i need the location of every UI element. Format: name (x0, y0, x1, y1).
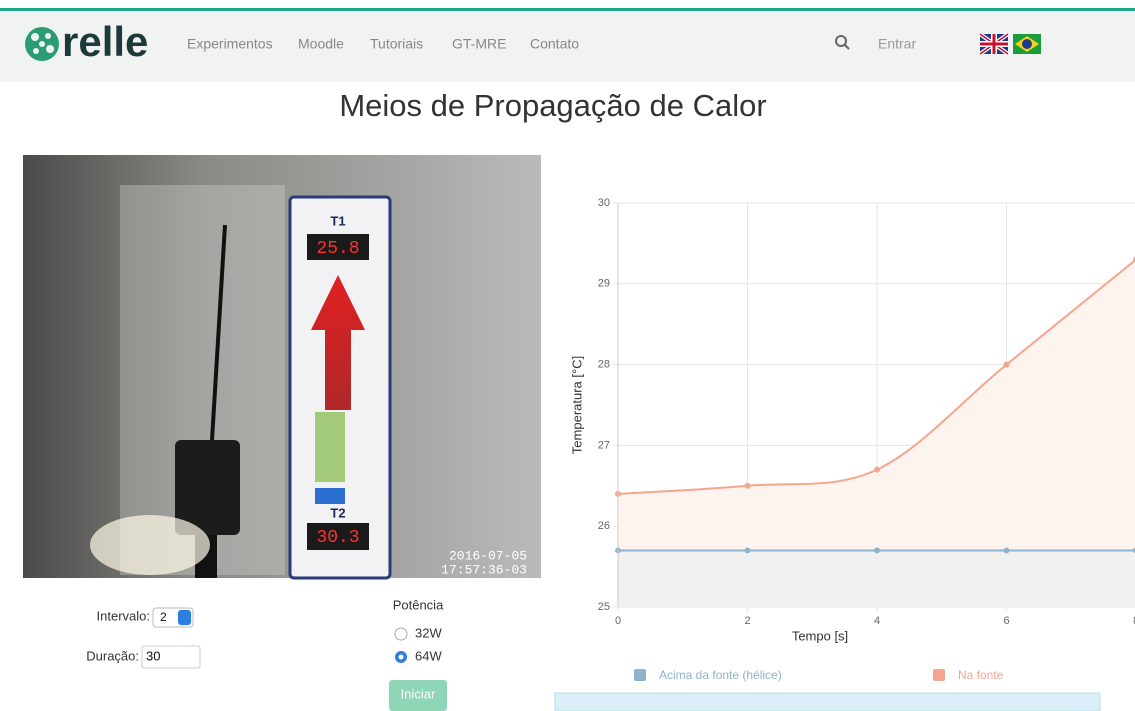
nav-link[interactable]: GT-MRE (452, 36, 506, 52)
flag-br[interactable] (1013, 34, 1041, 54)
camera-timestamp: 2016-07-05 (449, 548, 527, 563)
nav-link[interactable]: Tutoriais (370, 36, 423, 52)
camera-feed (23, 155, 541, 578)
plot (613, 203, 1135, 612)
y-tick-label: 26 (598, 520, 610, 532)
x-tick-label: 4 (874, 615, 880, 627)
camera-label: T1 (330, 213, 345, 228)
x-axis-label: Tempo [s] (792, 628, 848, 643)
radio[interactable] (395, 628, 407, 640)
body: relle Experimentos Moodle Tutoriais GT-M… (0, 0, 1135, 711)
legend-item[interactable]: Acima da fonte (hélice) (634, 668, 782, 682)
radio-label[interactable]: 64W (415, 648, 442, 663)
x-tick-label: 0 (615, 615, 621, 627)
top-border (0, 8, 1135, 11)
duration-label: Duração: (86, 648, 139, 663)
y-tick-label: 30 (598, 197, 610, 209)
legend-swatch (634, 669, 646, 681)
camera-reading: 25.8 (316, 239, 359, 259)
legend-label: Acima da fonte (hélice) (659, 668, 782, 682)
data-point (1004, 362, 1010, 368)
data-point (874, 467, 880, 473)
start-button-label[interactable]: Iniciar (401, 686, 436, 701)
y-tick-label: 28 (598, 359, 610, 371)
y-tick-label: 27 (598, 439, 610, 451)
x-tick-label: 2 (744, 615, 750, 627)
nav-link[interactable]: Experimentos (187, 36, 273, 52)
logo-icon[interactable] (25, 27, 59, 61)
nav-link[interactable]: Moodle (298, 36, 344, 52)
data-point (745, 547, 751, 553)
radio-dot (399, 655, 404, 660)
power-label: Potência (393, 597, 444, 612)
data-point (745, 483, 751, 489)
series-area (618, 550, 1135, 607)
legend-label: Na fonte (958, 668, 1004, 682)
page: relle {"navbar": {"brand": "relle", "lin… (0, 0, 1135, 711)
y-tick-label: 25 (598, 601, 610, 613)
data-point (1004, 547, 1010, 553)
brand[interactable]: relle (62, 18, 148, 65)
nav-link[interactable]: Contato (530, 36, 579, 52)
legend-item[interactable]: Na fonte (933, 668, 1004, 682)
camera-reading: 30.3 (316, 528, 359, 548)
interval-value[interactable]: 2 (160, 610, 167, 624)
duration-value[interactable]: 30 (146, 648, 160, 663)
legend-swatch (933, 669, 945, 681)
camera-label: T2 (330, 505, 345, 520)
interval-label: Intervalo: (97, 608, 150, 623)
y-tick-label: 29 (598, 278, 610, 290)
camera-timestamp: 17:57:36-03 (441, 562, 527, 577)
login-link[interactable]: Entrar (878, 36, 916, 52)
data-point (874, 547, 880, 553)
x-tick-label: 6 (1003, 615, 1009, 627)
info-box (555, 693, 1100, 711)
radio-label[interactable]: 32W (415, 625, 442, 640)
screen: relle Experimentos Moodle Tutoriais GT-M… (0, 0, 1135, 711)
y-axis-label: Temperatura [°C] (569, 356, 584, 454)
chart: 25262728293002468Tempo [s]Temperatura [°… (569, 197, 1135, 682)
page-title: Meios de Propagação de Calor (339, 88, 766, 123)
flag-uk[interactable] (980, 34, 1008, 54)
interval-select[interactable] (153, 608, 193, 627)
